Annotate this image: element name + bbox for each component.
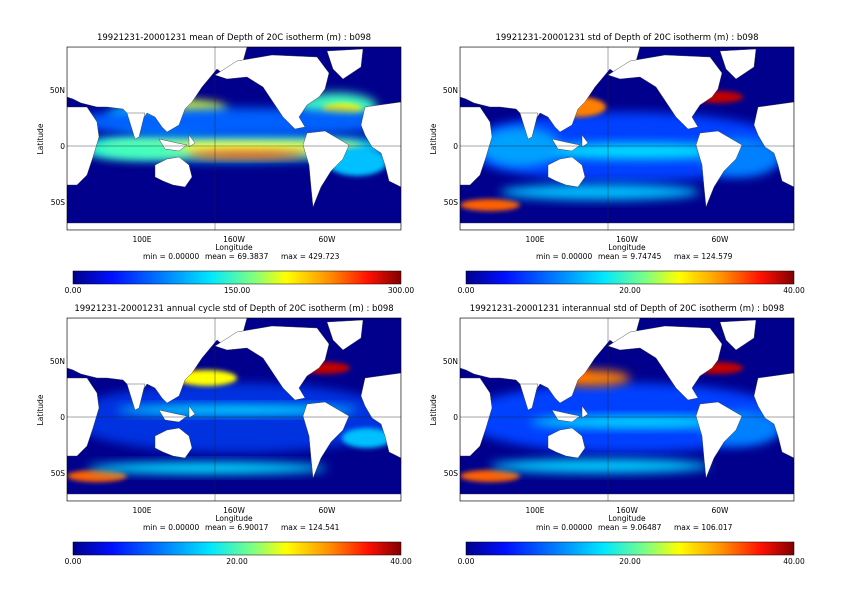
lon-tick-label: 100E xyxy=(132,506,151,515)
colorbar-tick-label: 40.00 xyxy=(390,557,412,566)
y-axis-label: Latitude xyxy=(36,394,45,425)
stat-label: min = 0.00000 xyxy=(536,252,592,261)
colorbar-tick-label: 0.00 xyxy=(65,286,82,295)
lat-tick-label: 50N xyxy=(443,86,458,95)
field-patch xyxy=(187,151,307,159)
lon-tick-label: 160W xyxy=(223,235,245,244)
colorbar xyxy=(72,270,402,285)
colorbar-tick-label: 20.00 xyxy=(619,286,641,295)
lat-tick-label: 0 xyxy=(60,413,65,422)
map-panel: 19921231-20001231 std of Depth of 20C is… xyxy=(429,33,805,295)
field-patch xyxy=(490,459,710,473)
stat-label: mean = 6.90017 xyxy=(205,523,269,532)
colorbar xyxy=(72,541,402,556)
colorbar-tick-label: 0.00 xyxy=(458,557,475,566)
map xyxy=(460,47,794,230)
y-axis-label: Latitude xyxy=(36,123,45,154)
field-patch xyxy=(67,108,401,136)
lat-tick-label: 0 xyxy=(453,413,458,422)
field-patch xyxy=(530,416,750,428)
stat-label: max = 106.017 xyxy=(674,523,733,532)
lon-tick-label: 160W xyxy=(616,235,638,244)
lat-tick-label: 50S xyxy=(51,198,66,207)
lat-tick-label: 50S xyxy=(444,198,459,207)
lat-tick-label: 50S xyxy=(51,469,66,478)
x-axis-label: Longitude xyxy=(608,514,646,523)
colorbar-tick-label: 40.00 xyxy=(783,557,805,566)
stat-label: mean = 69.3837 xyxy=(205,252,269,261)
colorbar-tick-label: 20.00 xyxy=(619,557,641,566)
field-patch xyxy=(480,127,560,167)
map-frame xyxy=(66,46,402,231)
field-patch xyxy=(530,143,750,159)
field-patch xyxy=(117,405,357,415)
lat-tick-label: 0 xyxy=(60,142,65,151)
field-patch xyxy=(460,199,520,211)
field-patch xyxy=(460,470,520,482)
map-frame xyxy=(66,317,402,502)
map xyxy=(67,47,401,230)
map-panel: 19921231-20001231 annual cycle std of De… xyxy=(36,304,412,566)
lon-tick-label: 100E xyxy=(525,235,544,244)
stat-label: max = 429.723 xyxy=(281,252,340,261)
colorbar-tick-label: 40.00 xyxy=(783,286,805,295)
colorbar xyxy=(465,270,795,285)
map-frame xyxy=(459,317,795,502)
lat-tick-label: 50S xyxy=(444,469,459,478)
lon-tick-label: 60W xyxy=(712,235,730,244)
lon-tick-label: 60W xyxy=(712,506,730,515)
field-patch xyxy=(177,370,237,386)
colorbar-tick-label: 0.00 xyxy=(65,557,82,566)
panel-title: 19921231-20001231 interannual std of Dep… xyxy=(470,304,785,314)
lon-tick-label: 60W xyxy=(319,506,337,515)
field-patch xyxy=(87,462,327,474)
field-patch xyxy=(67,470,127,482)
field-patch xyxy=(500,184,700,200)
colorbar xyxy=(465,541,795,556)
stat-label: mean = 9.74745 xyxy=(598,252,662,261)
map xyxy=(67,318,401,501)
colorbar-tick-label: 300.00 xyxy=(388,286,414,295)
panel-title: 19921231-20001231 annual cycle std of De… xyxy=(74,304,393,314)
y-axis-label: Latitude xyxy=(429,123,438,154)
map-frame xyxy=(459,46,795,231)
x-axis-label: Longitude xyxy=(215,514,253,523)
stat-label: min = 0.00000 xyxy=(143,252,199,261)
map-panel: 19921231-20001231 interannual std of Dep… xyxy=(429,304,805,566)
lat-tick-label: 0 xyxy=(453,142,458,151)
lon-tick-label: 100E xyxy=(132,235,151,244)
lon-tick-label: 160W xyxy=(616,506,638,515)
field-patch xyxy=(342,428,392,448)
x-axis-label: Longitude xyxy=(215,243,253,252)
stat-label: min = 0.00000 xyxy=(536,523,592,532)
y-axis-label: Latitude xyxy=(429,394,438,425)
stat-label: max = 124.579 xyxy=(674,252,733,261)
lon-tick-label: 100E xyxy=(525,506,544,515)
stat-label: max = 124.541 xyxy=(281,523,340,532)
map xyxy=(460,318,794,501)
colorbar-tick-label: 0.00 xyxy=(458,286,475,295)
lat-tick-label: 50N xyxy=(50,357,65,366)
lon-tick-label: 60W xyxy=(319,235,337,244)
panel-title: 19921231-20001231 mean of Depth of 20C i… xyxy=(97,33,371,43)
stat-label: mean = 9.06487 xyxy=(598,523,662,532)
colorbar-tick-label: 20.00 xyxy=(226,557,248,566)
lon-tick-label: 160W xyxy=(223,506,245,515)
panel-title: 19921231-20001231 std of Depth of 20C is… xyxy=(495,33,758,43)
lat-tick-label: 50N xyxy=(50,86,65,95)
lat-tick-label: 50N xyxy=(443,357,458,366)
stat-label: min = 0.00000 xyxy=(143,523,199,532)
x-axis-label: Longitude xyxy=(608,243,646,252)
map-panel: 19921231-20001231 mean of Depth of 20C i… xyxy=(36,33,414,295)
colorbar-tick-label: 150.00 xyxy=(224,286,250,295)
